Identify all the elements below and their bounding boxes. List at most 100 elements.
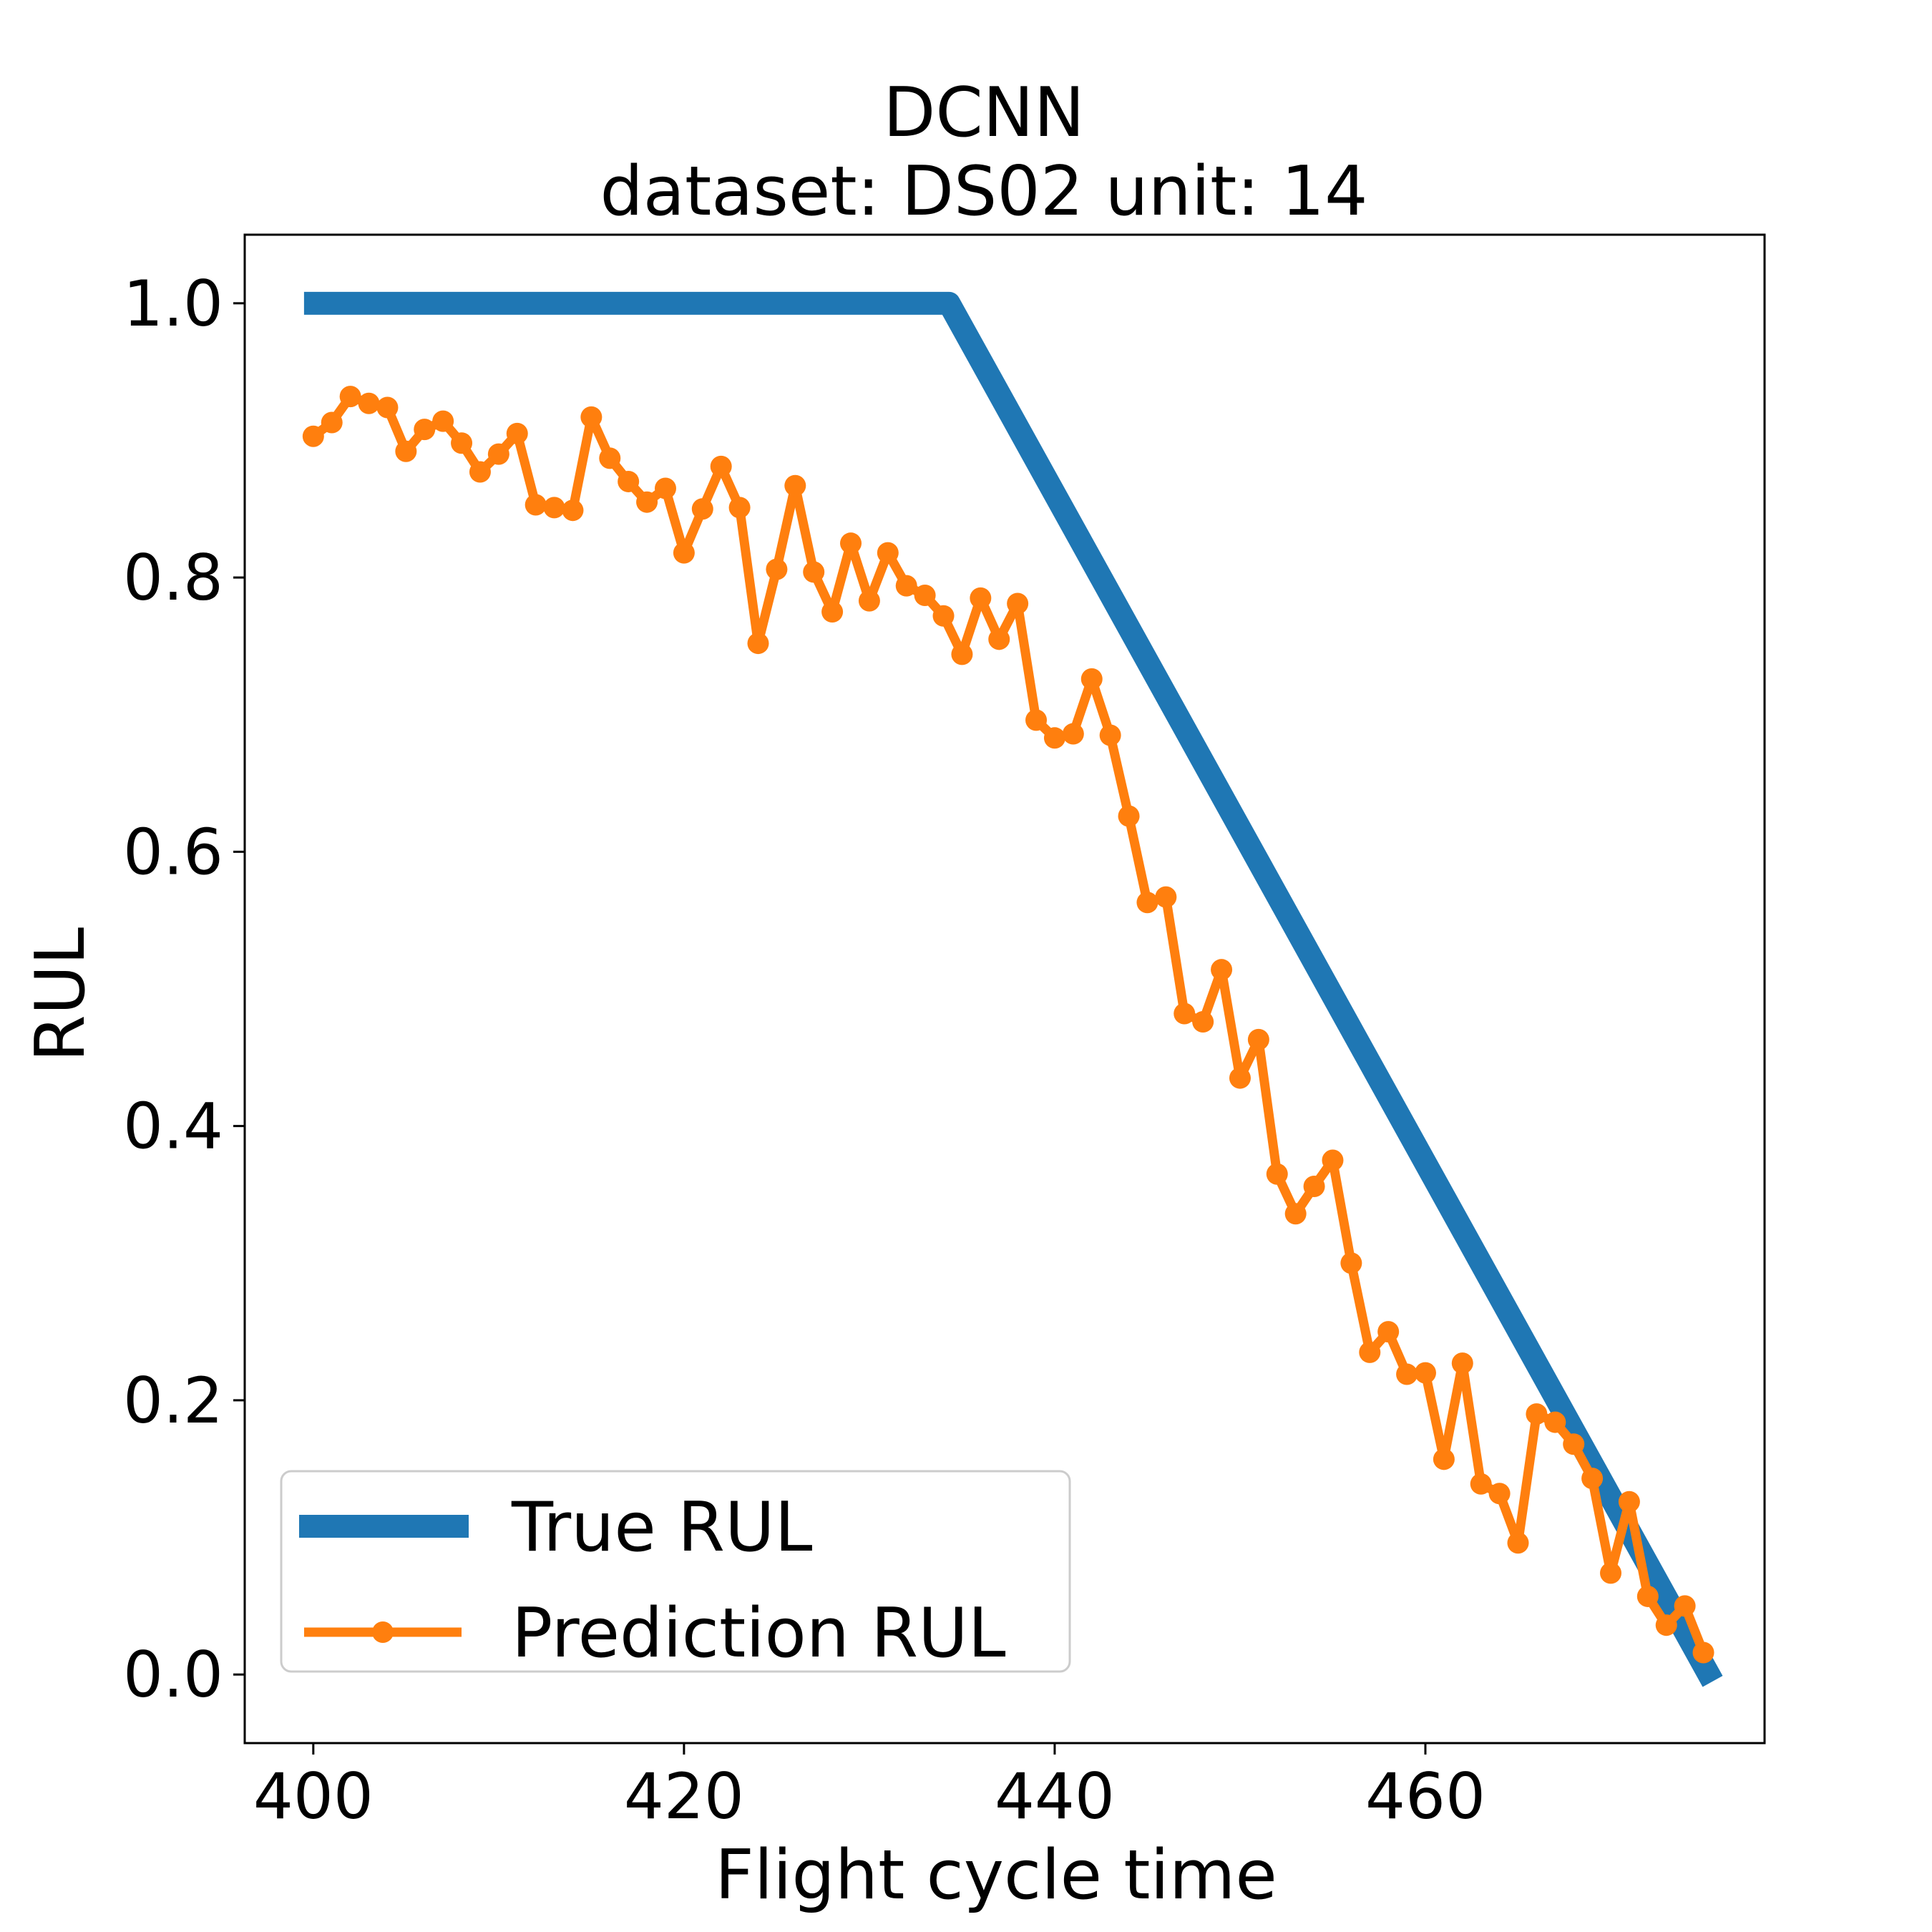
prediction-rul-point bbox=[321, 411, 343, 434]
prediction-rul-point bbox=[710, 455, 732, 477]
prediction-rul-point bbox=[747, 633, 769, 655]
prediction-rul-point bbox=[599, 447, 621, 469]
prediction-rul-point bbox=[654, 477, 676, 499]
x-tick-label: 460 bbox=[1365, 1760, 1485, 1833]
prediction-rul-point bbox=[1655, 1614, 1677, 1636]
plot-frame bbox=[243, 233, 1766, 1745]
legend: True RUL Prediction RUL bbox=[280, 1470, 1071, 1673]
true-rul-line bbox=[303, 291, 1723, 1687]
y-tick-label: 0.0 bbox=[123, 1638, 223, 1712]
prediction-rul-point bbox=[1636, 1585, 1659, 1607]
y-tick-label: 0.2 bbox=[123, 1364, 223, 1438]
prediction-rul-point bbox=[1174, 1002, 1196, 1025]
prediction-rul-point bbox=[895, 575, 917, 597]
x-tick-label: 400 bbox=[253, 1760, 374, 1833]
prediction-rul-point bbox=[673, 542, 695, 564]
prediction-rul-point bbox=[691, 498, 713, 520]
prediction-rul-point bbox=[1247, 1028, 1269, 1050]
prediction-rul-point bbox=[1062, 723, 1084, 745]
prediction-rul-point bbox=[1507, 1532, 1529, 1554]
prediction-rul-point bbox=[358, 392, 380, 414]
prediction-rul-point bbox=[1099, 724, 1121, 746]
prediction-rul-point bbox=[858, 590, 880, 612]
prediction-rul-point bbox=[1266, 1163, 1288, 1185]
prediction-rul-point bbox=[1007, 592, 1029, 615]
prediction-rul-point bbox=[487, 443, 509, 465]
prediction-rul-point bbox=[469, 461, 491, 483]
prediction-rul-point bbox=[1080, 668, 1103, 690]
prediction-rul-point bbox=[376, 396, 399, 419]
prediction-rul-point bbox=[766, 558, 788, 580]
prediction-rul-point bbox=[877, 542, 899, 564]
prediction-rul-point bbox=[414, 419, 436, 441]
prediction-rul-point bbox=[840, 532, 862, 555]
prediction-rul-point bbox=[636, 491, 658, 513]
x-tick-label: 420 bbox=[624, 1760, 744, 1833]
data-layer bbox=[302, 291, 1723, 1687]
prediction-rul-point bbox=[1025, 709, 1048, 731]
prediction-rul-point bbox=[302, 425, 324, 447]
prediction-rul-point bbox=[1414, 1362, 1436, 1384]
prediction-rul-point bbox=[1377, 1321, 1400, 1343]
x-axis-label: Flight cycle time bbox=[715, 1836, 1277, 1915]
prediction-rul-point bbox=[951, 643, 973, 665]
y-tick-label: 0.8 bbox=[123, 541, 223, 615]
prediction-rul-point bbox=[451, 432, 473, 454]
prediction-rul-point bbox=[1136, 892, 1158, 914]
prediction-rul-point bbox=[1211, 959, 1233, 981]
prediction-rul-point bbox=[1284, 1203, 1307, 1225]
prediction-rul-point bbox=[1192, 1010, 1214, 1033]
prediction-rul-point bbox=[1229, 1067, 1251, 1089]
prediction-rul-point bbox=[618, 470, 640, 492]
prediction-rul-point bbox=[432, 410, 454, 432]
prediction-rul-point bbox=[821, 601, 844, 623]
prediction-rul-point bbox=[932, 605, 955, 627]
prediction-rul-point bbox=[1488, 1483, 1511, 1505]
prediction-rul-point bbox=[580, 406, 602, 428]
prediction-rul-line bbox=[310, 391, 1708, 1654]
plot-area: 400 420 440 460 0.0 0.2 0.4 0.6 0.8 1.0 True RUL Pr… bbox=[123, 233, 1766, 1833]
y-axis-label: RUL bbox=[21, 927, 100, 1063]
legend-label-prediction-rul: Prediction RUL bbox=[512, 1594, 1006, 1673]
prediction-rul-point bbox=[1451, 1352, 1473, 1375]
prediction-rul-point bbox=[1303, 1175, 1325, 1197]
prediction-rul-point bbox=[1155, 886, 1177, 908]
prediction-rul-point bbox=[1563, 1433, 1585, 1455]
prediction-rul-point bbox=[1470, 1473, 1492, 1495]
prediction-rul-point bbox=[525, 494, 547, 516]
chart-subtitle: dataset: DS02 unit: 14 bbox=[600, 152, 1367, 231]
x-tick-label: 440 bbox=[995, 1760, 1115, 1833]
prediction-rul-point bbox=[1433, 1448, 1455, 1470]
prediction-rul-point bbox=[1396, 1363, 1418, 1385]
prediction-rul-point bbox=[1359, 1341, 1381, 1363]
prediction-rul-point bbox=[1544, 1411, 1566, 1433]
prediction-rul-point bbox=[1118, 805, 1140, 827]
prediction-rul-point bbox=[1043, 727, 1065, 749]
prediction-rul-point bbox=[803, 561, 825, 583]
prediction-rul-point bbox=[1581, 1468, 1604, 1490]
prediction-rul-point bbox=[339, 386, 361, 408]
prediction-rul-point bbox=[562, 499, 584, 522]
y-tick-label: 1.0 bbox=[123, 267, 223, 341]
prediction-rul-point bbox=[1618, 1491, 1640, 1513]
prediction-rul-point bbox=[728, 497, 751, 519]
y-tick-label: 0.4 bbox=[123, 1090, 223, 1163]
prediction-rul-point bbox=[988, 628, 1010, 650]
legend-marker-prediction-rul bbox=[372, 1621, 394, 1643]
prediction-rul-point bbox=[1692, 1641, 1714, 1664]
prediction-rul-point bbox=[970, 587, 992, 609]
prediction-rul-point bbox=[784, 474, 806, 497]
prediction-rul-point bbox=[1526, 1403, 1548, 1425]
prediction-rul-point bbox=[395, 440, 417, 462]
legend-box bbox=[280, 1470, 1071, 1673]
prediction-rul-point bbox=[1322, 1149, 1344, 1171]
prediction-rul-point bbox=[1600, 1562, 1622, 1584]
chart-title: DCNN bbox=[883, 74, 1085, 152]
prediction-rul-point bbox=[1674, 1595, 1696, 1617]
y-tick-label: 0.6 bbox=[123, 815, 223, 889]
legend-label-true-rul: True RUL bbox=[511, 1488, 813, 1567]
prediction-rul-point bbox=[506, 422, 528, 444]
prediction-rul-point bbox=[914, 585, 936, 607]
prediction-rul-point bbox=[543, 497, 565, 519]
